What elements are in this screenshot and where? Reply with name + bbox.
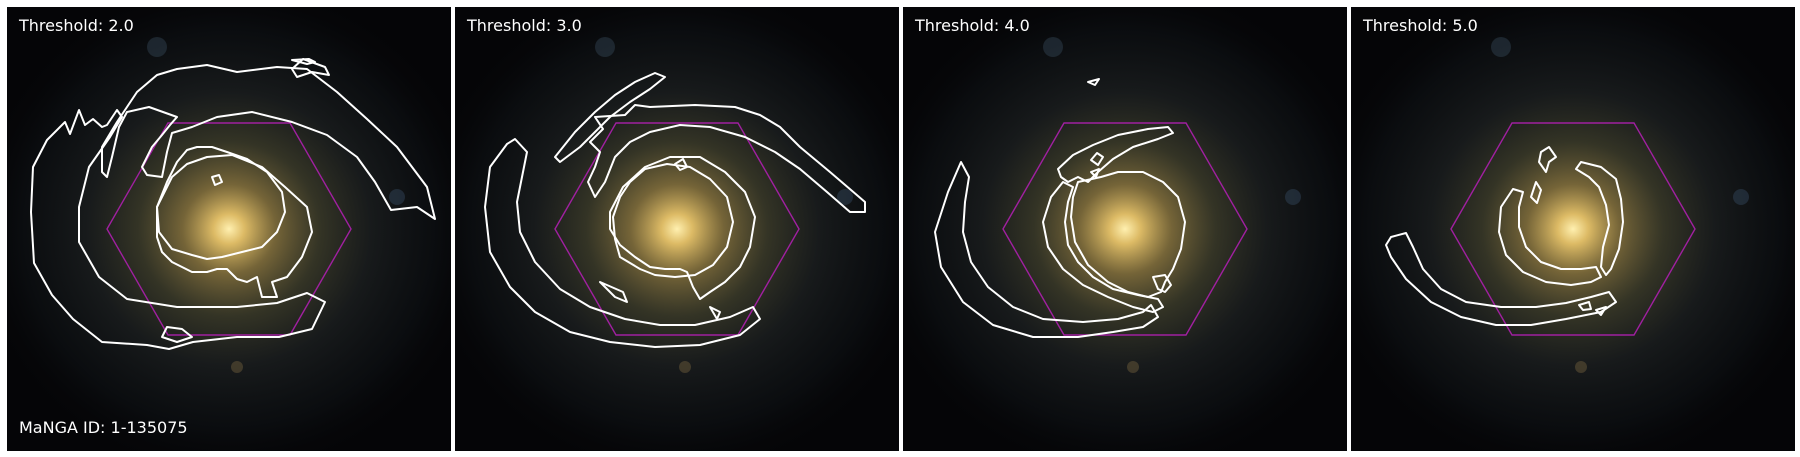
threshold-label: Threshold: 3.0 <box>467 16 582 35</box>
threshold-label: Threshold: 2.0 <box>19 16 134 35</box>
galaxy-image-3 <box>903 7 1347 451</box>
galaxy-id-label: MaNGA ID: 1-135075 <box>19 418 188 437</box>
ifu-hexagon <box>554 122 800 336</box>
galaxy-panel-1: Threshold: 2.0 MaNGA ID: 1-135075 <box>7 7 451 451</box>
threshold-label: Threshold: 4.0 <box>915 16 1030 35</box>
threshold-label: Threshold: 5.0 <box>1363 16 1478 35</box>
arm-contours <box>934 78 1186 338</box>
galaxy-image-4 <box>1351 7 1795 451</box>
arm-contours <box>30 58 436 350</box>
galaxy-image-2 <box>455 7 899 451</box>
arm-contours <box>484 72 866 348</box>
ifu-hexagon <box>1450 122 1696 336</box>
arm-contours <box>1385 146 1624 326</box>
galaxy-panel-4: Threshold: 5.0 <box>1351 7 1795 451</box>
ifu-hexagon <box>106 122 352 336</box>
galaxy-image-1 <box>7 7 451 451</box>
galaxy-panel-2: Threshold: 3.0 <box>455 7 899 451</box>
galaxy-panel-3: Threshold: 4.0 <box>903 7 1347 451</box>
ifu-hexagon <box>1002 122 1248 336</box>
